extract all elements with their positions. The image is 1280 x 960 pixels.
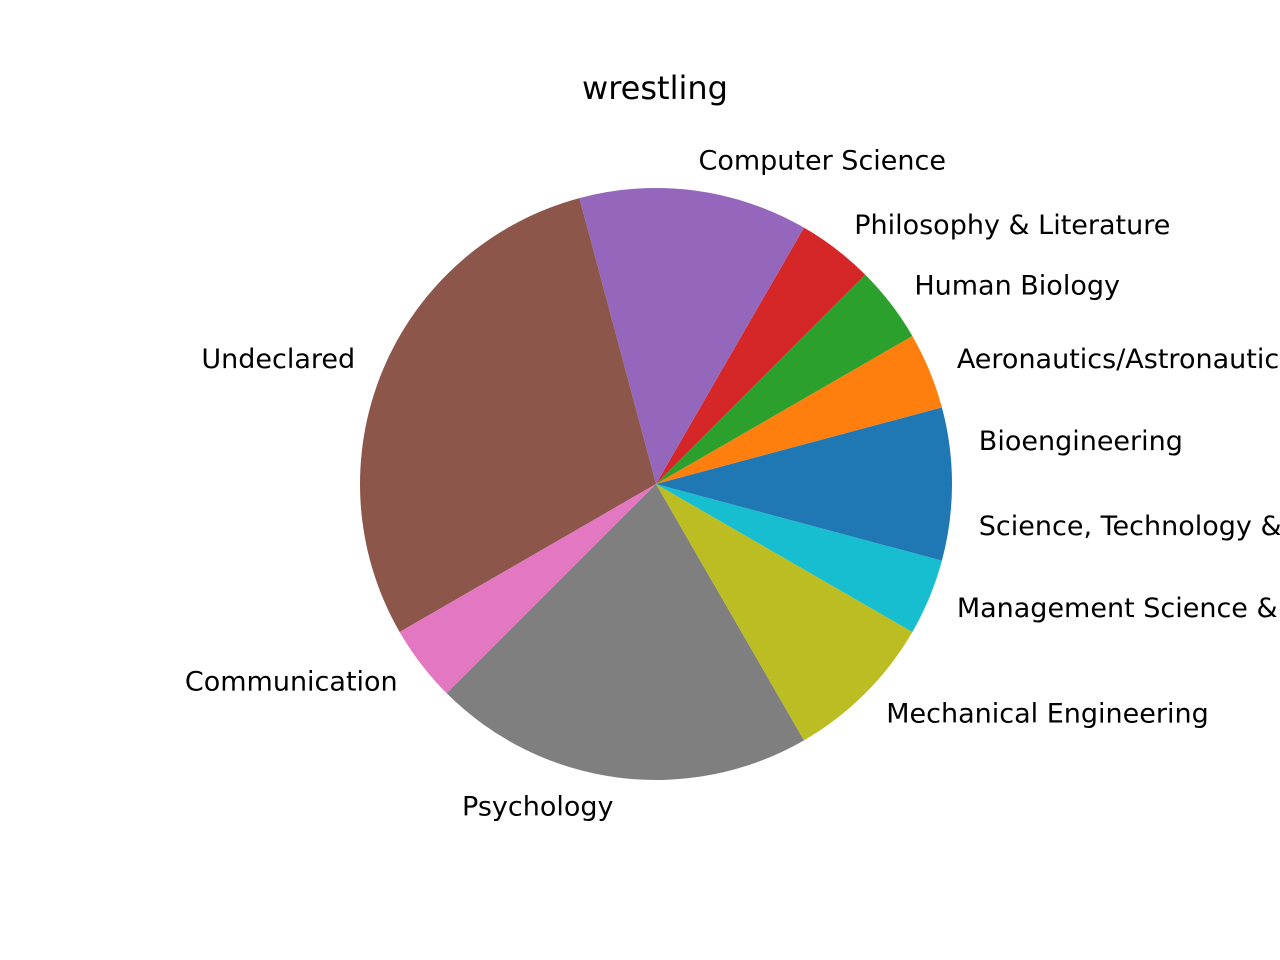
slice-label: Mechanical Engineering: [886, 699, 1209, 730]
pie-slices: [360, 188, 952, 780]
slice-label: Bioengineering: [979, 426, 1183, 457]
slice-label: Computer Science: [699, 146, 946, 177]
slice-label: Science, Technology & Society: [979, 511, 1280, 542]
pie-slice: [656, 227, 866, 484]
slice-label: Management Science & Engineering: [957, 593, 1280, 624]
pie-slice: [656, 407, 952, 484]
slice-labels: Bioengineering Aeronautics/Astronautics Hu…: [185, 146, 1280, 823]
slice-label: Psychology: [462, 791, 613, 822]
chart-title: wrestling: [582, 69, 728, 107]
slice-label: Human Biology: [914, 270, 1120, 301]
pie-slice: [399, 484, 656, 694]
pie-slice: [360, 198, 656, 632]
pie-slice: [656, 336, 942, 484]
pie-slice: [656, 274, 913, 484]
pie-slice: [579, 188, 804, 484]
pie-slice: [656, 484, 942, 632]
slice-label: Aeronautics/Astronautics: [957, 344, 1280, 375]
pie-slice: [656, 484, 913, 741]
slice-label: Philosophy & Literature: [854, 210, 1170, 241]
slice-label: Undeclared: [201, 344, 355, 375]
pie-slice: [656, 484, 952, 561]
slice-label: Communication: [185, 667, 398, 698]
pie-slice: [446, 484, 804, 780]
